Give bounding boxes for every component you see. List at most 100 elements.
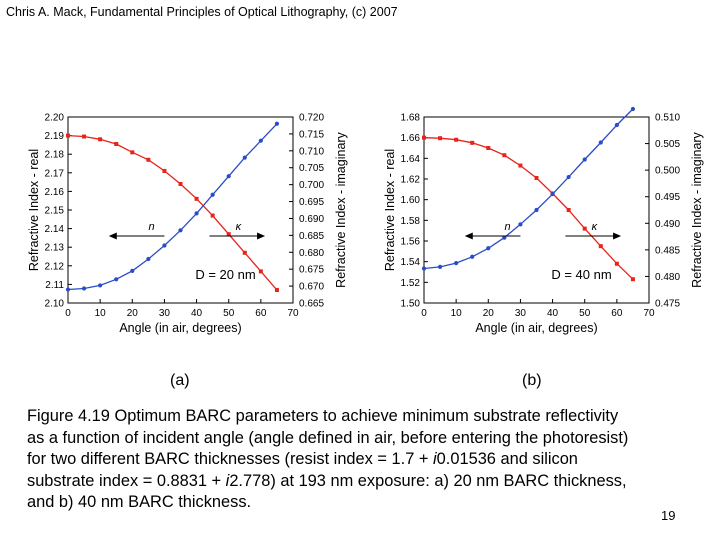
data-point-n (502, 153, 507, 158)
x-tick-label: 70 (643, 308, 655, 319)
data-point-kappa (598, 140, 603, 145)
caption-line-4: substrate index = 0.8831 + i2.778) at 19… (27, 471, 627, 490)
y2-tick-label: 0.665 (299, 299, 324, 310)
x-tick-label: 30 (159, 308, 171, 319)
n-arrowhead-icon (108, 232, 117, 240)
y2-tick-label: 0.495 (655, 192, 680, 203)
data-point-kappa (114, 277, 119, 282)
y2-tick-label: 0.685 (299, 231, 324, 242)
y2-tick-label: 0.710 (299, 146, 324, 157)
n-label: n (505, 221, 511, 233)
kappa-arrowhead-icon (257, 232, 266, 240)
n-arrowhead-icon (464, 232, 473, 240)
y-tick-label: 2.18 (45, 150, 65, 161)
y-tick-label: 1.60 (401, 195, 421, 206)
data-point-n (178, 181, 183, 186)
data-point-kappa (162, 243, 167, 248)
y-axis-label: Refractive Index - real (383, 149, 397, 271)
data-point-n (114, 141, 119, 146)
y-tick-label: 1.56 (401, 237, 421, 248)
y2-tick-label: 0.485 (655, 245, 680, 256)
data-point-n (566, 208, 571, 212)
data-point-n (534, 175, 539, 180)
data-point-kappa (258, 138, 263, 143)
y-tick-label: 1.66 (401, 133, 421, 144)
thickness-label: D = 20 nm (195, 267, 255, 282)
data-point-n (194, 196, 199, 201)
annotation-arrows (108, 232, 266, 240)
y2-tick-label: 0.700 (299, 180, 324, 191)
y2-tick-label: 0.670 (299, 282, 324, 293)
x-tick-label: 60 (255, 308, 267, 319)
data-point-n (582, 226, 587, 231)
data-point-kappa (226, 174, 231, 179)
x-tick-label: 0 (421, 308, 427, 319)
chart-a: 2.10 2.11 2.12 2.13 2.14 2.15 2.16 2.17 2.18 2.19… (27, 113, 348, 336)
caption-line-1: Figure 4.19 Optimum BARC parameters to a… (27, 407, 619, 425)
x-tick-label: 60 (611, 308, 623, 319)
data-point-n (226, 232, 231, 237)
data-point-n (242, 250, 247, 255)
data-point-n (470, 140, 475, 145)
data-point-n (614, 261, 619, 266)
x-axis-label: Angle (in air, degrees) (119, 321, 241, 335)
y-tick-label: 2.17 (45, 168, 65, 179)
data-point-kappa (534, 207, 539, 213)
data-point-n (274, 287, 279, 292)
n-label: n (149, 221, 155, 233)
data-point-kappa (130, 268, 135, 273)
y2-tick-label: 0.715 (299, 129, 324, 140)
data-point-n (598, 244, 603, 249)
y2-tick-label: 0.505 (655, 139, 680, 150)
figure-caption: Figure 4.19 Optimum BARC parameters to a… (27, 406, 702, 514)
y-axis-label: Refractive Index - real (27, 149, 41, 271)
data-point-n (438, 136, 443, 141)
annotation-arrows (464, 232, 622, 240)
data-point-kappa (242, 155, 247, 160)
y-tick-label: 2.14 (45, 224, 65, 235)
data-point-n (454, 137, 459, 142)
data-point-kappa (146, 256, 151, 262)
data-point-n (486, 146, 491, 150)
y2-tick-label: 0.475 (655, 299, 680, 310)
chart-b-label: (b) (522, 372, 542, 389)
y-tick-label: 1.50 (401, 299, 421, 310)
x-tick-label: 10 (95, 308, 107, 319)
data-point-n (630, 277, 635, 282)
data-point-kappa (194, 211, 199, 216)
plot-frame (423, 116, 650, 304)
kappa-label: κ (592, 221, 598, 233)
data-point-kappa (454, 261, 459, 266)
caption-line-2: as a function of incident angle (angle d… (27, 428, 629, 447)
y2-tick-label: 0.690 (299, 214, 324, 225)
y-tick-label: 2.15 (45, 206, 65, 217)
data-point-kappa (437, 264, 443, 269)
data-point-n (130, 150, 135, 155)
kappa-label: κ (236, 221, 242, 233)
data-point-kappa (421, 266, 427, 271)
data-point-kappa (98, 283, 103, 288)
series-line-kappa (423, 108, 634, 270)
y2-tick-label: 0.705 (299, 163, 324, 174)
y2-tick-label: 0.490 (655, 219, 680, 230)
chart-a-label: (a) (170, 372, 190, 389)
imaginary-unit: i (433, 450, 437, 468)
data-point-n (98, 137, 103, 142)
data-point-kappa (614, 122, 619, 128)
x-tick-label: 30 (515, 308, 527, 319)
data-point-n (162, 168, 167, 173)
plot-frame (67, 116, 294, 304)
data-point-kappa (550, 191, 555, 197)
y2-axis-label: Refractive Index - imaginary (690, 131, 704, 287)
data-point-kappa (630, 106, 636, 112)
x-tick-label: 20 (483, 308, 495, 319)
x-tick-label: 0 (65, 308, 71, 319)
y-tick-label: 1.64 (401, 154, 421, 165)
thickness-label: D = 40 nm (551, 267, 611, 282)
y2-tick-label: 0.675 (299, 265, 324, 276)
y2-tick-label: 0.480 (655, 272, 680, 283)
y-tick-label: 1.58 (401, 216, 421, 227)
kappa-arrowhead-icon (613, 232, 622, 240)
y-tick-label: 1.54 (401, 257, 421, 268)
data-point-kappa (566, 174, 571, 180)
